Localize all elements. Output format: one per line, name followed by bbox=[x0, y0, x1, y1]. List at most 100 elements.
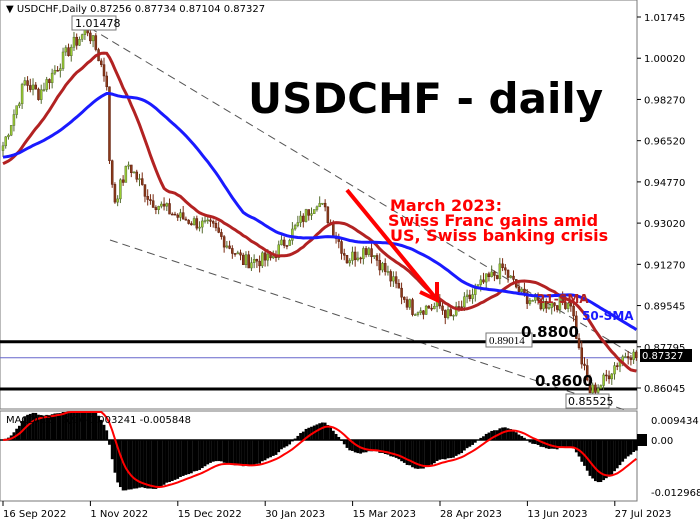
label-0-85525: 0.85525 bbox=[565, 393, 614, 409]
candle-body bbox=[78, 39, 81, 46]
macd-bar bbox=[367, 440, 371, 452]
candle-body bbox=[607, 375, 611, 380]
candle bbox=[119, 178, 122, 204]
candle-body bbox=[572, 305, 575, 317]
macd-bar bbox=[610, 440, 614, 475]
macd-bar bbox=[282, 440, 286, 448]
candle bbox=[110, 159, 114, 188]
candle bbox=[585, 358, 589, 382]
annotation-line-2: Swiss Franc gains amid bbox=[388, 211, 598, 230]
candle-body bbox=[138, 178, 141, 180]
candle bbox=[154, 205, 158, 215]
candle-body bbox=[168, 203, 171, 215]
macd-bar bbox=[419, 440, 423, 469]
macd-bar bbox=[389, 440, 393, 457]
macd-bar bbox=[397, 440, 401, 460]
candle bbox=[580, 341, 584, 369]
candle-body bbox=[299, 215, 302, 223]
candle bbox=[583, 357, 586, 371]
macd-bar bbox=[198, 440, 201, 470]
candle bbox=[446, 305, 450, 320]
candle-body bbox=[452, 314, 455, 317]
macd-bar bbox=[121, 440, 125, 491]
candle bbox=[34, 82, 38, 90]
candle-body bbox=[373, 255, 376, 258]
candle-body bbox=[206, 219, 209, 222]
candle-body bbox=[484, 273, 488, 283]
candle bbox=[72, 31, 76, 51]
candle bbox=[91, 34, 95, 48]
candle-body bbox=[108, 86, 111, 161]
macd-bar bbox=[53, 413, 57, 440]
macd-bar bbox=[405, 440, 409, 465]
candle bbox=[190, 221, 193, 226]
candle bbox=[42, 82, 46, 92]
macd-bar bbox=[31, 412, 35, 440]
candle bbox=[394, 271, 398, 289]
candle bbox=[506, 269, 510, 283]
macd-bar bbox=[263, 440, 267, 461]
macd-bar bbox=[206, 440, 210, 465]
y-tick-label: 0.89545 bbox=[644, 302, 685, 313]
macd-bar bbox=[271, 440, 275, 456]
candle bbox=[263, 250, 267, 267]
candle bbox=[149, 194, 152, 205]
candle-body bbox=[547, 307, 551, 309]
candle-body bbox=[228, 245, 231, 249]
candle bbox=[419, 307, 422, 316]
candle-body bbox=[321, 202, 324, 205]
x-tick-label: 27 Jul 2023 bbox=[615, 509, 672, 520]
candle bbox=[405, 296, 409, 310]
candle-body bbox=[588, 379, 592, 394]
candle-body bbox=[332, 223, 335, 237]
candle-body bbox=[61, 51, 65, 69]
candle bbox=[67, 43, 70, 57]
candle bbox=[517, 282, 521, 293]
macd-bar bbox=[473, 440, 477, 443]
macd-bar bbox=[340, 440, 343, 441]
candle-body bbox=[7, 134, 10, 138]
candle bbox=[433, 302, 436, 310]
candle bbox=[373, 255, 376, 259]
macd-bar bbox=[438, 440, 442, 460]
macd-bar bbox=[386, 440, 390, 455]
candle-body bbox=[124, 165, 128, 183]
candle-body bbox=[86, 29, 89, 34]
candle-body bbox=[413, 314, 417, 316]
candle-body bbox=[580, 347, 584, 365]
macd-bar bbox=[75, 412, 79, 440]
candle-body bbox=[383, 263, 387, 272]
macd-bar bbox=[260, 440, 264, 462]
sma-21-line bbox=[2, 51, 637, 373]
candle-body bbox=[460, 306, 463, 309]
candle-body bbox=[468, 294, 472, 299]
candle-body bbox=[408, 299, 412, 308]
candle bbox=[217, 221, 220, 234]
candle-body bbox=[323, 202, 327, 208]
candle-body bbox=[416, 312, 420, 315]
candle bbox=[108, 86, 111, 164]
candle bbox=[225, 240, 229, 249]
candle-body bbox=[583, 363, 586, 366]
candle-body bbox=[353, 251, 357, 261]
candle bbox=[1, 141, 5, 157]
candle-body bbox=[386, 271, 390, 273]
candle bbox=[222, 235, 226, 253]
macd-zero-marker bbox=[637, 434, 647, 446]
candle bbox=[471, 288, 474, 304]
candle bbox=[498, 257, 502, 285]
macd-bar bbox=[143, 440, 147, 489]
candle-body bbox=[67, 47, 70, 56]
macd-bar bbox=[394, 440, 398, 458]
macd-bar bbox=[553, 440, 556, 449]
macd-bar bbox=[78, 412, 81, 440]
x-tick-label: 1 Nov 2022 bbox=[90, 509, 148, 520]
macd-bar bbox=[604, 440, 608, 479]
candle bbox=[184, 216, 188, 221]
candle bbox=[138, 173, 141, 187]
macd-bar bbox=[135, 440, 139, 489]
macd-bar bbox=[607, 440, 611, 477]
candle bbox=[351, 246, 354, 265]
candle-body bbox=[277, 244, 280, 258]
